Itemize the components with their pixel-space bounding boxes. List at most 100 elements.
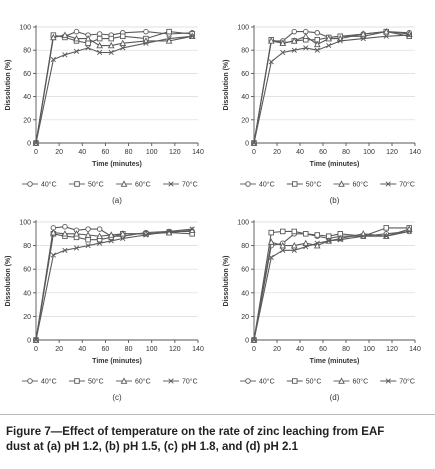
legend-label: 60°C: [135, 378, 151, 386]
data-point: [85, 236, 91, 243]
data-point: [303, 45, 309, 51]
data-point: [50, 228, 57, 236]
data-point: [61, 230, 69, 237]
y-tick-label: 0: [27, 338, 31, 345]
series-line: [35, 35, 193, 144]
series-line: [253, 230, 410, 341]
chart-panel: 0 20 40 60 80 100 0 20 40 60 80 100 120 140 Time (minu…: [5, 25, 204, 206]
legend-label: 50°C: [306, 181, 322, 189]
figure-caption: Figure 7—Effect of temperature on the ra…: [6, 425, 431, 455]
data-point: [73, 48, 80, 54]
x-tick-label: 140: [192, 149, 204, 156]
legend-marker: [120, 377, 128, 384]
data-point: [143, 28, 149, 35]
legend-marker: [245, 378, 251, 384]
y-tick-label: 80: [23, 243, 31, 250]
data-point: [108, 238, 114, 244]
y-axis-label: Dissolution (%): [223, 60, 230, 111]
x-tick-label: 20: [273, 149, 281, 156]
y-axis-label: Dissolution (%): [5, 60, 12, 111]
data-point: [302, 32, 310, 40]
data-point: [96, 226, 103, 232]
y-tick-label: 0: [245, 338, 249, 345]
x-tick-label: 120: [386, 346, 398, 353]
y-tick-label: 40: [241, 94, 249, 101]
data-point: [303, 244, 309, 250]
data-point: [96, 41, 103, 49]
data-point: [96, 31, 103, 37]
legend-marker: [120, 180, 128, 187]
legend-label: 40°C: [41, 181, 57, 189]
x-axis-label: Time (minutes): [310, 358, 360, 365]
data-point: [84, 231, 92, 238]
panel-label: (b): [330, 196, 340, 205]
data-point: [313, 40, 321, 48]
x-tick-label: 20: [55, 346, 63, 353]
data-point: [97, 240, 103, 246]
x-tick-label: 20: [55, 149, 63, 156]
legend-marker: [245, 181, 251, 187]
data-point: [96, 35, 103, 42]
data-point: [166, 28, 172, 35]
y-tick-label: 100: [237, 25, 249, 32]
y-tick-label: 60: [23, 267, 31, 274]
data-point: [326, 238, 332, 244]
x-tick-label: 0: [34, 149, 38, 156]
data-point: [326, 42, 332, 49]
data-point: [313, 241, 321, 249]
y-tick-label: 80: [241, 48, 249, 55]
data-point: [108, 49, 114, 56]
y-tick-label: 100: [237, 220, 249, 227]
x-tick-label: 40: [296, 346, 304, 353]
caption-line-2: dust at (a) pH 1.2, (b) pH 1.5, (c) pH 1…: [6, 441, 299, 453]
caption-divider: [0, 414, 435, 415]
data-point: [268, 59, 274, 65]
chart-panel: 0 20 40 60 80 100 0 20 40 60 80 100 120 140 Time (minu…: [223, 25, 421, 206]
data-point: [33, 140, 39, 146]
data-point: [166, 228, 172, 235]
x-tick-label: 60: [102, 346, 110, 353]
data-point: [119, 230, 127, 237]
y-tick-label: 60: [241, 267, 249, 274]
x-tick-label: 80: [125, 149, 133, 156]
x-tick-label: 80: [342, 346, 350, 353]
data-point: [251, 140, 257, 146]
y-tick-label: 60: [241, 71, 249, 78]
data-point: [50, 56, 56, 63]
series-line: [35, 229, 193, 341]
data-point: [267, 37, 275, 44]
legend-marker: [168, 378, 174, 384]
x-tick-label: 40: [296, 149, 304, 156]
data-point: [62, 52, 68, 58]
data-point: [406, 228, 412, 235]
x-tick-label: 100: [363, 346, 375, 353]
x-tick-label: 40: [78, 149, 86, 156]
data-point: [119, 39, 127, 46]
y-tick-label: 100: [19, 220, 31, 227]
y-tick-label: 20: [23, 117, 31, 124]
data-point: [107, 41, 115, 49]
x-tick-label: 100: [363, 149, 375, 156]
data-point: [73, 230, 80, 237]
x-tick-label: 120: [386, 149, 398, 156]
data-point: [73, 34, 80, 42]
data-point: [280, 49, 286, 56]
data-point: [360, 233, 366, 239]
y-axis-label: Dissolution (%): [223, 256, 230, 307]
data-point: [189, 226, 195, 232]
series-line: [253, 31, 410, 144]
x-tick-label: 60: [319, 149, 327, 156]
legend-marker: [168, 181, 174, 187]
caption-line-1: Figure 7—Effect of temperature on the ra…: [6, 426, 385, 438]
data-point: [337, 237, 343, 243]
series-line: [253, 31, 410, 144]
x-axis-label: Time (minutes): [310, 161, 360, 168]
legend-label: 70°C: [182, 378, 198, 386]
legend-label: 70°C: [399, 181, 415, 189]
data-point: [291, 247, 297, 253]
x-tick-label: 120: [169, 149, 181, 156]
x-tick-label: 140: [192, 346, 204, 353]
data-point: [279, 39, 287, 46]
x-tick-label: 60: [319, 346, 327, 353]
data-point: [279, 241, 287, 249]
